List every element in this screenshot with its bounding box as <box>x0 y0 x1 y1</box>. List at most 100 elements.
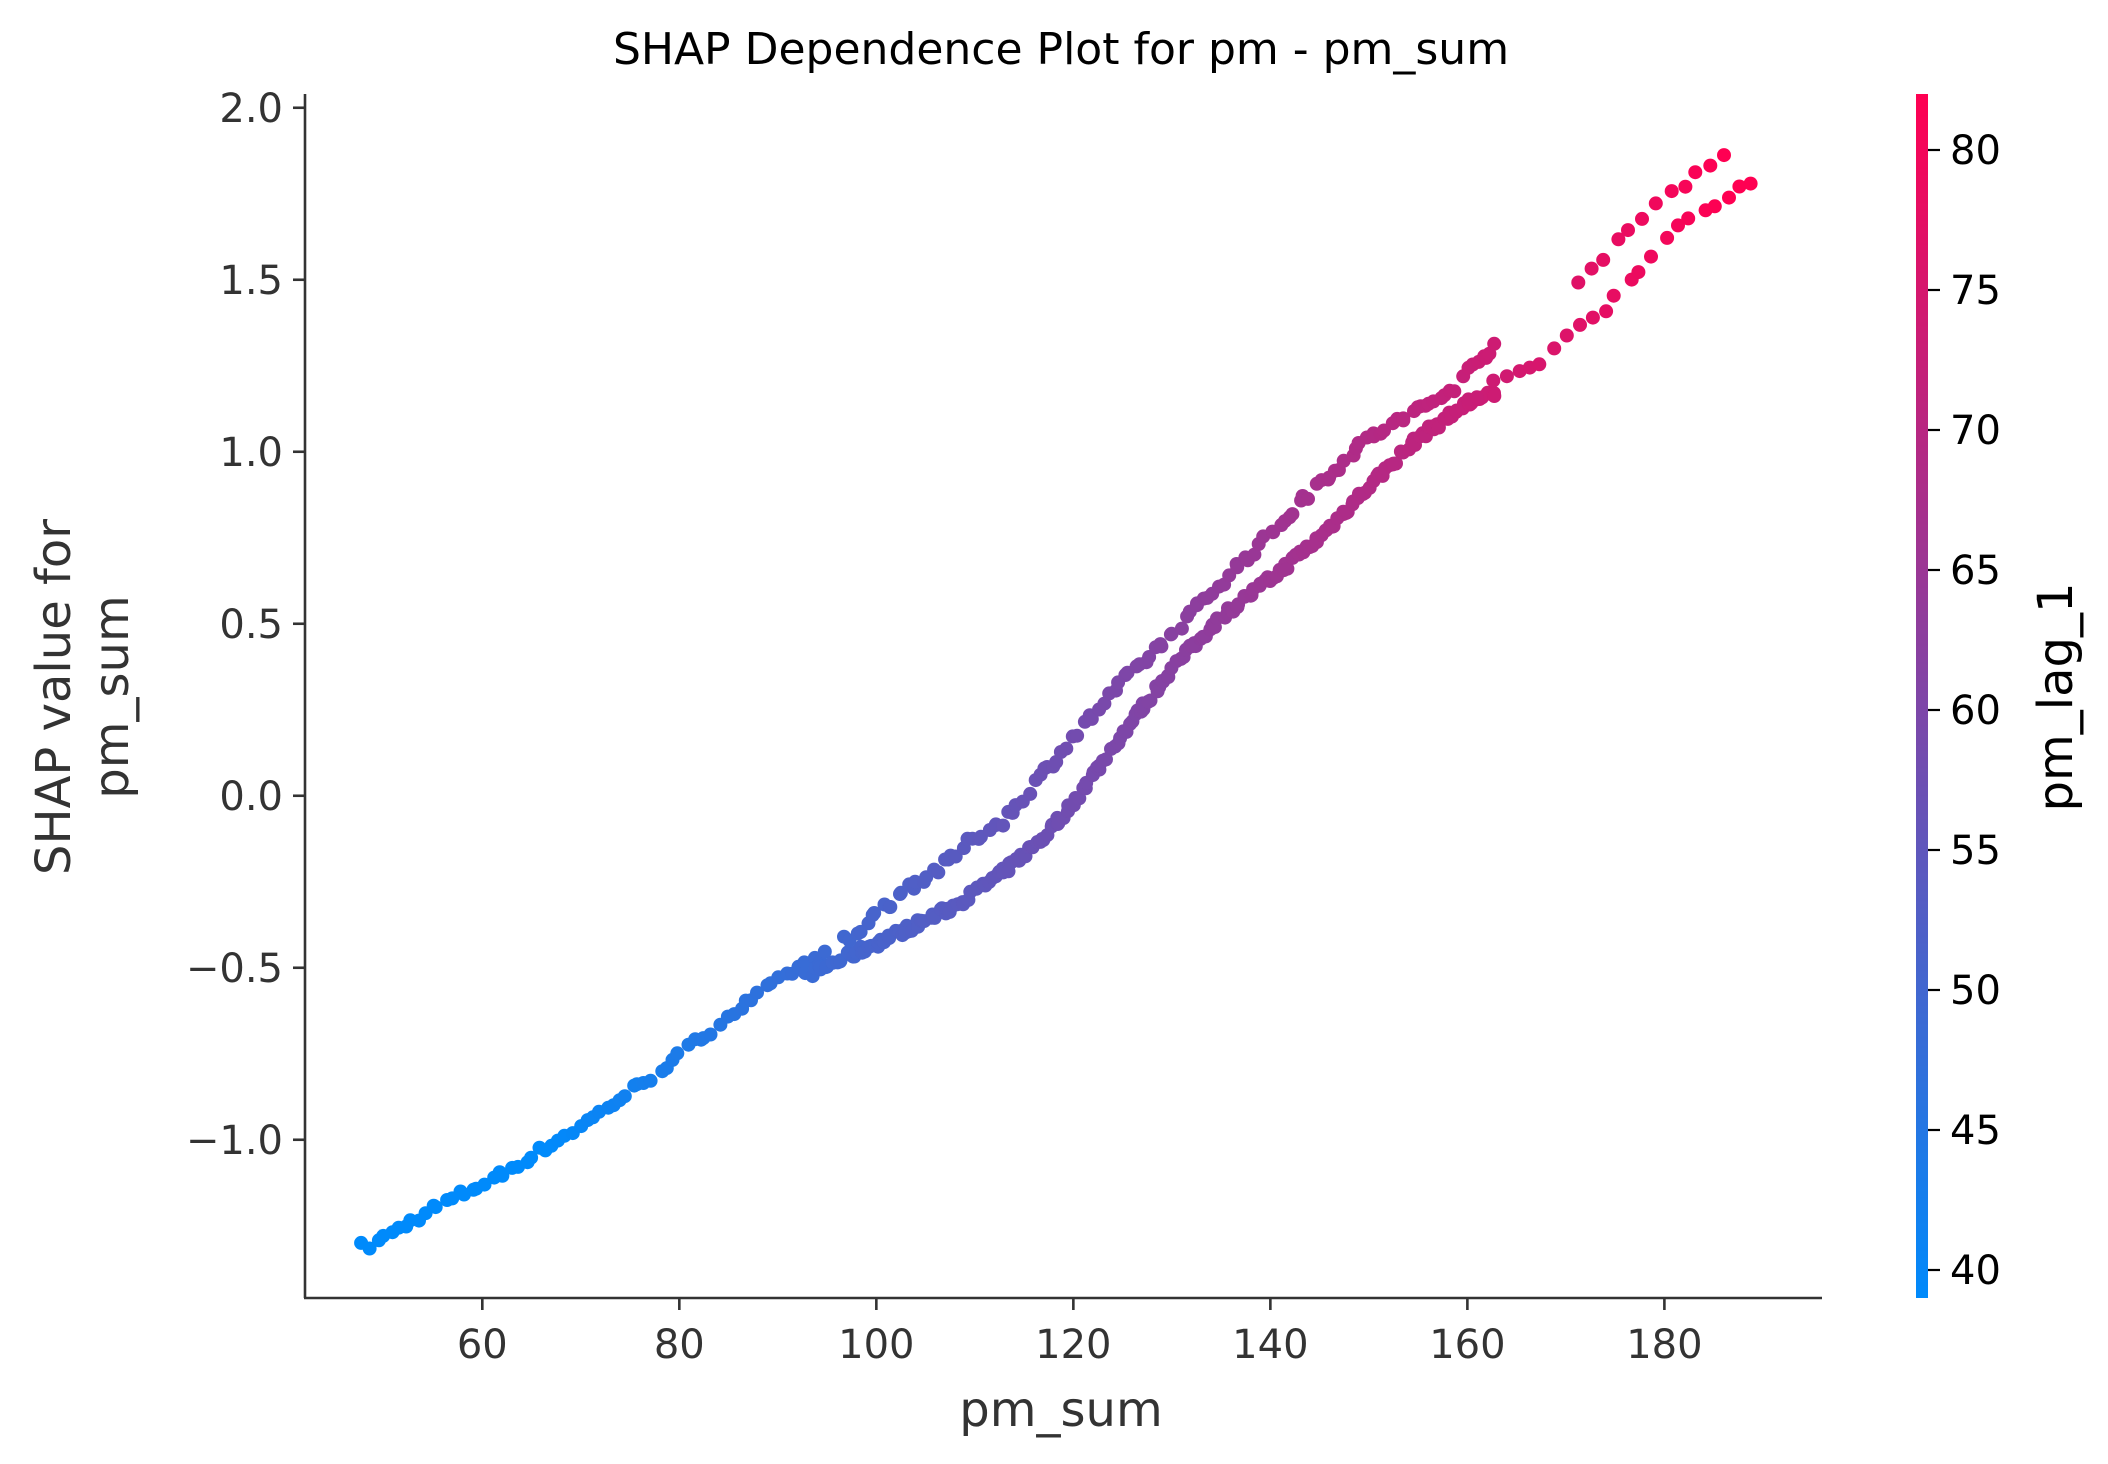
scatter-point <box>477 1177 492 1192</box>
colorbar-title: pm_lag_1 <box>2028 583 2084 812</box>
scatter-point <box>1099 752 1113 767</box>
scatter-point <box>1154 639 1169 654</box>
scatter-point <box>1386 456 1401 471</box>
scatter-point <box>817 944 832 959</box>
colorbar-tick-label: 75 <box>1950 268 2001 314</box>
scatter-points <box>354 148 1758 1256</box>
scatter-point <box>1648 196 1663 211</box>
scatter-point <box>1174 621 1189 636</box>
scatter-point <box>1469 390 1484 405</box>
scatter-point <box>1717 148 1731 163</box>
x-axis-title: pm_sum <box>959 1382 1162 1438</box>
scatter-point <box>1631 265 1646 280</box>
scatter-point <box>1644 249 1658 264</box>
scatter-point <box>1084 711 1099 726</box>
colorbar-tick-label: 55 <box>1950 828 2001 874</box>
scatter-point <box>1678 179 1693 194</box>
scatter-point <box>1621 223 1635 238</box>
scatter-point <box>1599 304 1614 319</box>
chart-title: SHAP Dependence Plot for pm - pm_sum <box>613 24 1509 75</box>
scatter-point <box>797 955 812 970</box>
y-tick-label: 1.0 <box>219 430 283 476</box>
scatter-point <box>1584 261 1599 276</box>
scatter-point <box>1447 384 1462 399</box>
scatter-point <box>1571 275 1586 290</box>
scatter-point <box>1606 288 1621 303</box>
scatter-point <box>750 985 764 1000</box>
scatter-point <box>643 1073 658 1088</box>
scatter-point <box>883 900 898 914</box>
scatter-point <box>1681 211 1696 226</box>
scatter-point <box>1301 491 1315 506</box>
colorbar <box>1916 94 1928 1298</box>
colorbar-tick-label: 45 <box>1950 1108 2001 1154</box>
scatter-point <box>1703 158 1718 173</box>
colorbar-tick-label: 40 <box>1950 1248 2001 1294</box>
x-tick-label: 160 <box>1429 1322 1505 1368</box>
scatter-point <box>1671 218 1685 233</box>
scatter-point <box>1635 211 1649 226</box>
y-tick-label: −0.5 <box>186 946 283 992</box>
scatter-point <box>1722 190 1736 205</box>
scatter-point <box>1664 184 1679 199</box>
scatter-point <box>428 1200 443 1215</box>
scatter-point <box>1559 328 1574 343</box>
scatter-point <box>1023 786 1038 801</box>
y-tick-label: 2.0 <box>219 86 283 132</box>
scatter-point <box>1743 176 1758 191</box>
colorbar-ticks: 40 45 50 55 60 65 70 75 80 <box>1928 128 2001 1294</box>
x-tick-label: 80 <box>654 1322 705 1368</box>
scatter-point <box>1230 600 1245 615</box>
scatter-point <box>1487 389 1502 403</box>
colorbar-tick-label: 80 <box>1950 128 2001 174</box>
scatter-point <box>867 906 882 920</box>
y-tick-label: 0.0 <box>219 774 283 820</box>
colorbar-tick-label: 50 <box>1950 968 2001 1014</box>
y-axis-ticks: −1.0 −0.5 0.0 0.5 1.0 1.5 2.0 <box>186 86 305 1164</box>
scatter-point <box>617 1089 632 1104</box>
y-tick-label: 1.5 <box>219 258 283 304</box>
x-tick-label: 180 <box>1626 1322 1702 1368</box>
scatter-point <box>1486 373 1501 388</box>
x-tick-label: 60 <box>457 1322 508 1368</box>
colorbar-tick-label: 70 <box>1950 408 2001 454</box>
scatter-point <box>996 818 1011 833</box>
scatter-point <box>362 1241 377 1256</box>
scatter-point <box>1499 369 1514 384</box>
scatter-point <box>1660 230 1675 245</box>
scatter-point <box>1285 507 1300 522</box>
scatter-point <box>1585 310 1600 325</box>
colorbar-tick-label: 65 <box>1950 548 2001 594</box>
scatter-point <box>703 1027 718 1042</box>
scatter-point <box>670 1046 685 1061</box>
scatter-point <box>1247 547 1262 562</box>
scatter-point <box>1142 650 1157 664</box>
scatter-point <box>1396 413 1411 428</box>
y-tick-label: −1.0 <box>186 1118 283 1164</box>
scatter-point <box>1070 728 1085 743</box>
scatter-point <box>1688 165 1703 180</box>
x-tick-label: 120 <box>1035 1322 1111 1368</box>
colorbar-tick-label: 60 <box>1950 688 2001 734</box>
scatter-point <box>1596 252 1611 267</box>
scatter-point <box>495 1168 510 1183</box>
scatter-point <box>1547 341 1562 356</box>
scatter-point <box>1573 317 1587 332</box>
scatter-point <box>931 865 946 880</box>
x-tick-label: 140 <box>1232 1322 1308 1368</box>
scatter-point <box>1059 741 1074 756</box>
scatter-point <box>1230 560 1245 575</box>
scatter-point <box>1707 199 1722 214</box>
scatter-point <box>1487 336 1502 351</box>
x-tick-label: 100 <box>838 1322 914 1368</box>
y-axis-title-line-2: pm_sum <box>84 595 140 798</box>
scatter-point <box>1164 626 1179 641</box>
y-axis-title-line-1: SHAP value for <box>26 519 82 875</box>
scatter-point <box>1280 561 1295 576</box>
x-axis-ticks: 60 80 100 120 140 160 180 <box>457 1298 1703 1368</box>
y-tick-label: 0.5 <box>219 602 283 648</box>
scatter-point <box>1141 694 1156 709</box>
scatter-point <box>524 1150 539 1165</box>
scatter-point <box>1532 357 1547 372</box>
